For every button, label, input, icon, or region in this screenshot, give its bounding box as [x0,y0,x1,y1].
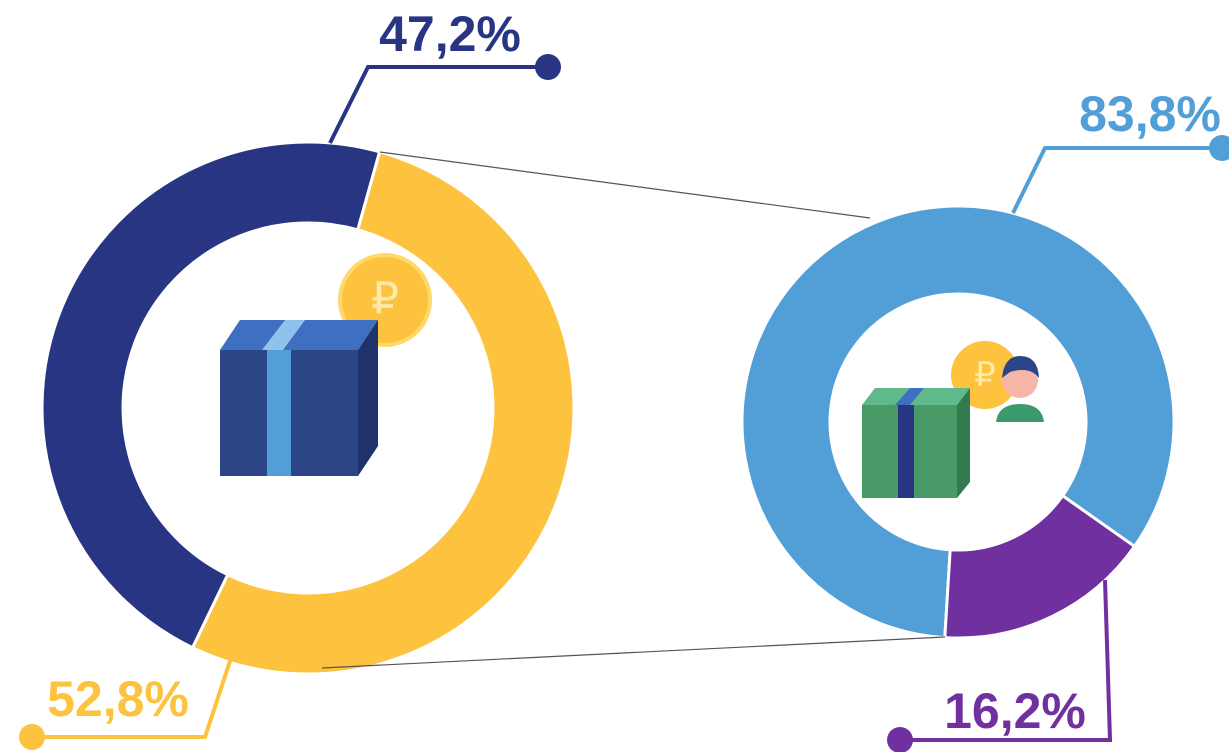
leader-line [1011,146,1222,214]
connector-line [379,151,871,219]
leader-dot [19,724,45,750]
value-label: 83,8% [1079,86,1221,142]
leader-dot [887,727,913,752]
donut-segment [740,204,1176,640]
leader-line [328,65,548,144]
donut-segment [40,140,382,650]
leader-line [32,654,234,739]
connector-line [321,636,946,669]
value-label: 52,8% [47,671,189,727]
value-label: 16,2% [944,683,1086,739]
gift-person-icon: ₽ [862,341,1044,498]
leader-line [900,579,1113,742]
gift-icon: ₽ [220,253,432,476]
svg-text:₽: ₽ [371,275,399,324]
value-label: 47,2% [379,6,521,62]
leader-dot [535,54,561,80]
donut-segment [943,493,1137,640]
leader-dot [1209,135,1229,161]
svg-text:₽: ₽ [974,356,996,394]
